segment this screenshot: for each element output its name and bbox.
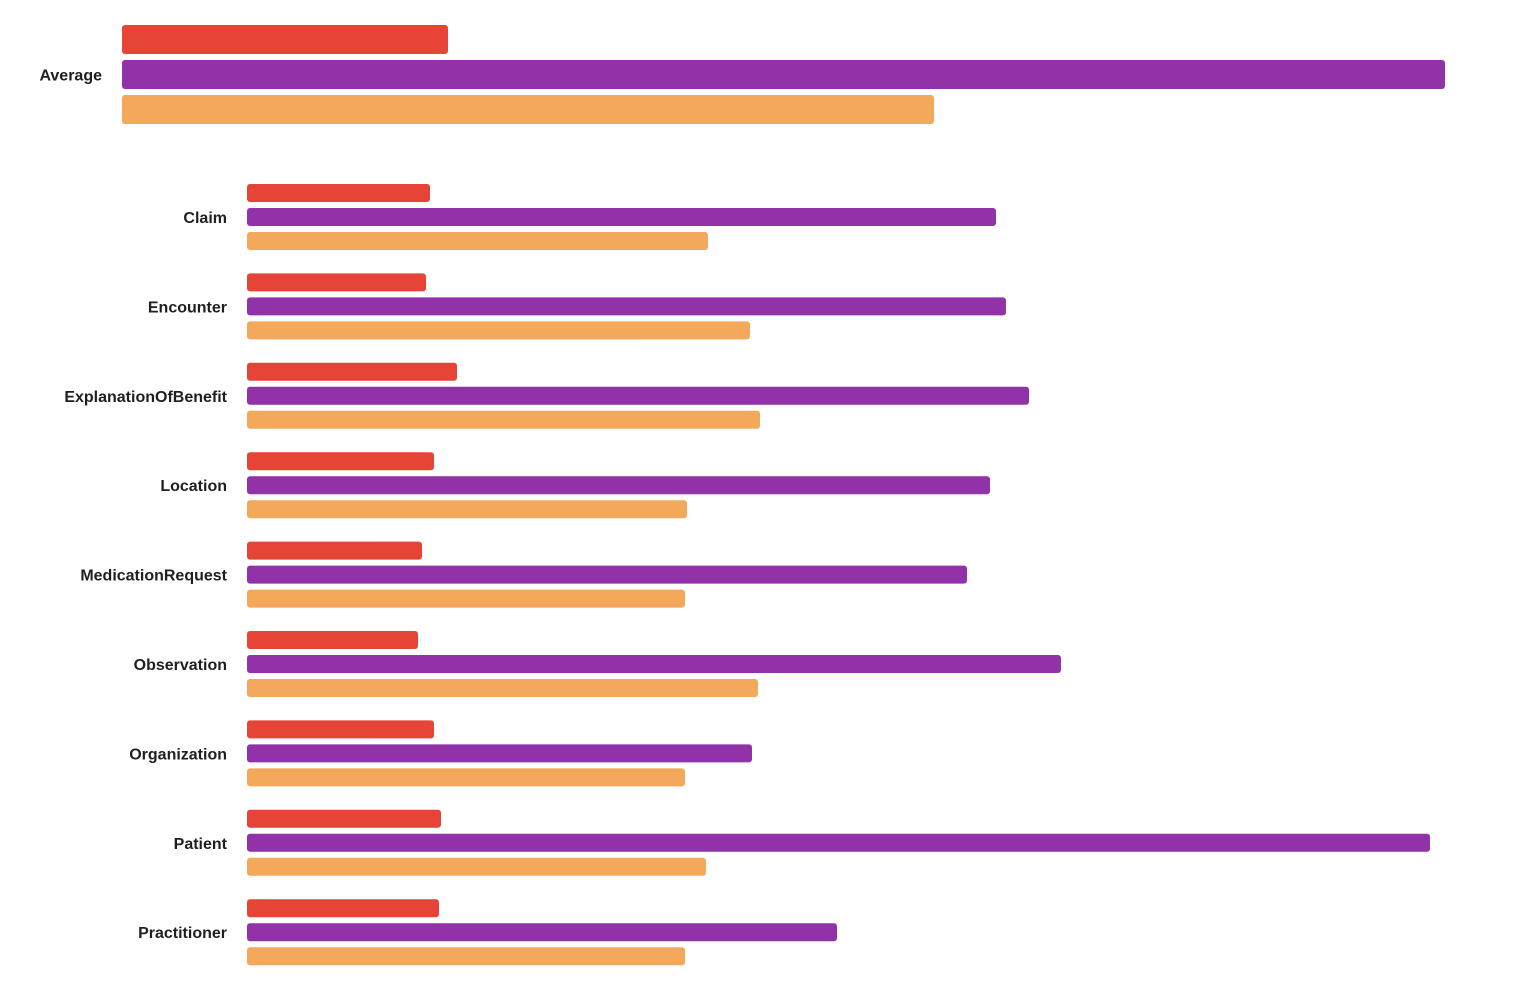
bar-ExplanationOfBenefit-series-3: [247, 410, 760, 429]
category-label: Average: [39, 68, 102, 85]
bar-Location-series-1: [247, 452, 434, 471]
category-label: ExplanationOfBenefit: [64, 389, 227, 406]
bar-Observation-series-2: [247, 655, 1061, 673]
bar-Location-series-2: [247, 476, 990, 495]
bar-Patient-series-2: [247, 833, 1430, 852]
category-label: Practitioner: [138, 925, 227, 942]
category-label: Encounter: [148, 299, 227, 316]
bar-Claim-series-1: [247, 184, 430, 202]
category-label: Observation: [134, 657, 227, 674]
bar-Practitioner-series-1: [247, 899, 439, 918]
bar-MedicationRequest-series-3: [247, 589, 685, 608]
bar-Practitioner-series-2: [247, 923, 837, 942]
category-label: Location: [160, 478, 227, 495]
category-label: Patient: [174, 836, 228, 853]
bar-Claim-series-2: [247, 208, 996, 226]
bar-MedicationRequest-series-1: [247, 541, 422, 560]
bar-Organization-series-1: [247, 720, 434, 739]
bar-Organization-series-2: [247, 744, 752, 763]
bar-Average-series-2: [122, 60, 1445, 89]
bar-ExplanationOfBenefit-series-2: [247, 386, 1029, 405]
bar-Practitioner-series-3: [247, 947, 685, 966]
bar-Patient-series-1: [247, 809, 441, 828]
bar-Claim-series-3: [247, 232, 708, 250]
category-label: Claim: [183, 210, 227, 227]
bar-Observation-series-3: [247, 679, 758, 697]
category-label: MedicationRequest: [80, 568, 227, 585]
bar-Observation-series-1: [247, 631, 418, 649]
bar-Encounter-series-2: [247, 297, 1006, 316]
bar-Encounter-series-3: [247, 321, 750, 340]
bar-Location-series-3: [247, 500, 687, 519]
bar-Average-series-3: [122, 95, 934, 124]
bar-MedicationRequest-series-2: [247, 565, 967, 584]
bar-Average-series-1: [122, 25, 448, 54]
bar-Patient-series-3: [247, 857, 706, 876]
bar-Organization-series-3: [247, 768, 685, 787]
bar-Encounter-series-1: [247, 273, 426, 292]
bar-ExplanationOfBenefit-series-1: [247, 362, 457, 381]
category-label: Organization: [129, 746, 227, 763]
